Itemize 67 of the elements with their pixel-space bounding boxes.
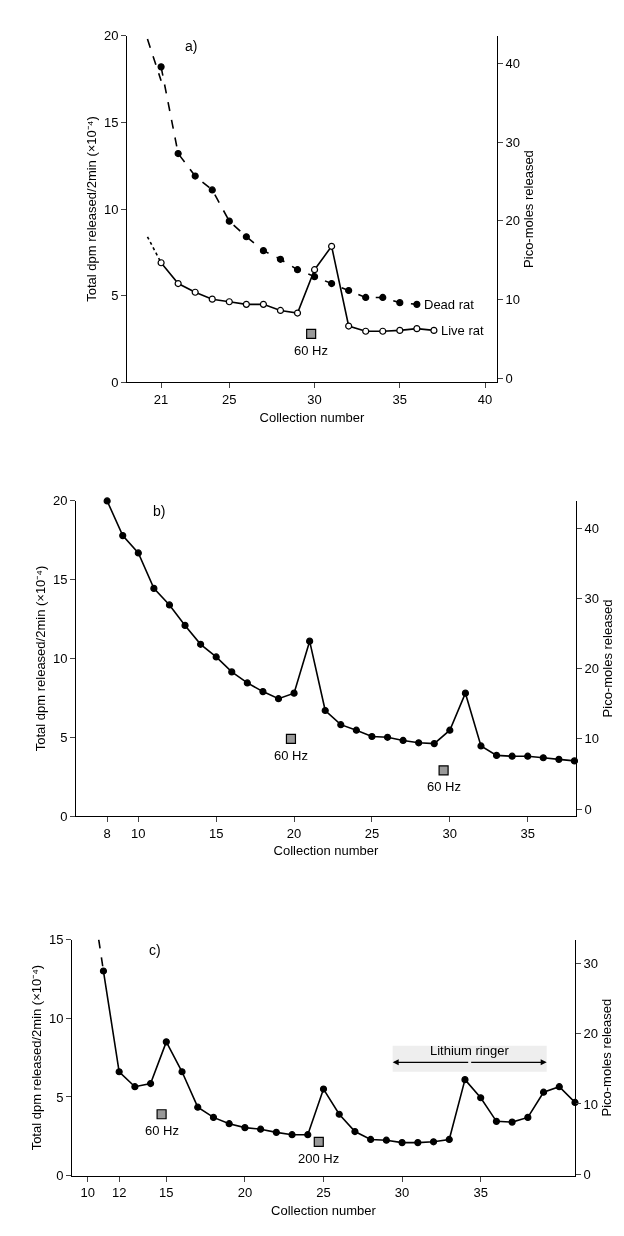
x-tick-label: 15: [208, 825, 224, 841]
y2-tick-label: 10: [583, 1096, 599, 1112]
x-tick-label: 25: [364, 825, 380, 841]
annotation: 200 Hz: [298, 1151, 340, 1166]
y2-tick-label: 20: [505, 213, 521, 229]
annotation: 60 Hz: [274, 748, 308, 763]
y2-tick-label: 0: [505, 371, 513, 386]
x-tick-label: 25: [316, 1185, 331, 1201]
y-axis-title: Total dpm released/2min (×10⁻⁴): [28, 964, 44, 1151]
x-axis-title: Collection number: [273, 843, 380, 859]
y-tick-label: 0: [60, 808, 68, 824]
x-tick-label: 20: [237, 1185, 253, 1201]
y2-tick-label: 20: [584, 661, 600, 677]
x-tick-label: 8: [103, 825, 111, 841]
chart-title: a): [185, 38, 198, 54]
x-tick-label: 15: [159, 1185, 174, 1201]
x-tick-label: 35: [520, 825, 535, 841]
annotation: 60 Hz: [294, 343, 328, 358]
x-tick-label: 30: [307, 391, 322, 407]
y2-tick-label: 30: [505, 134, 521, 150]
y2-tick-label: 20: [583, 1026, 599, 1042]
x-tick-label: 20: [286, 825, 302, 841]
x-axis-title: Collection number: [271, 1202, 377, 1218]
y2-axis-title: Pico-moles released: [598, 998, 614, 1117]
chart-title: b): [153, 503, 166, 519]
y-tick-label: 0: [56, 1168, 64, 1184]
y2-tick-label: 40: [505, 55, 521, 71]
y2-tick-label: 10: [584, 731, 600, 747]
y2-tick-label: 30: [583, 955, 599, 971]
y2-tick-label: 40: [584, 520, 600, 536]
y-axis-title: Total dpm released/2min (×10⁻⁴): [32, 565, 48, 752]
y-axis-title: Total dpm released/2min (×10⁻⁴): [83, 116, 99, 302]
y-tick-label: 15: [48, 932, 64, 948]
y2-tick-label: 10: [505, 292, 521, 308]
y-tick-label: 0: [111, 374, 119, 390]
y-tick-label: 10: [103, 201, 119, 217]
y2-axis-title: Pico-moles released: [520, 150, 536, 268]
y-tick-label: 15: [52, 572, 68, 588]
y-tick-label: 10: [52, 651, 68, 667]
x-tick-label: 30: [394, 1185, 410, 1201]
y2-tick-label: 30: [584, 591, 600, 607]
y-tick-label: 20: [103, 28, 119, 44]
y-tick-label: 20: [52, 493, 68, 509]
x-tick-label: 25: [222, 391, 237, 407]
series-label: Dead rat: [424, 297, 475, 312]
y2-tick-label: 0: [583, 1166, 591, 1182]
x-tick-label: 35: [473, 1185, 488, 1201]
y-tick-label: 5: [56, 1089, 64, 1105]
y2-tick-label: 0: [584, 801, 592, 817]
annotation: 60 Hz: [427, 779, 461, 794]
y2-axis-title: Pico-moles released: [599, 599, 615, 718]
annotation: 60 Hz: [145, 1123, 179, 1138]
y-tick-label: 5: [60, 729, 68, 745]
x-tick-label: 40: [477, 391, 493, 407]
x-tick-label: 21: [153, 391, 169, 407]
x-tick-label: 30: [442, 825, 458, 841]
chart-title: c): [149, 942, 161, 958]
band-label: Lithium ringer: [430, 1043, 510, 1058]
x-axis-title: Collection number: [259, 409, 366, 425]
series-label: Live rat: [441, 323, 485, 338]
x-tick-label: 12: [111, 1185, 127, 1201]
x-tick-label: 10: [131, 825, 146, 841]
y-tick-label: 5: [111, 288, 119, 304]
x-tick-label: 10: [80, 1185, 95, 1201]
x-tick-label: 35: [392, 391, 408, 407]
y-tick-label: 15: [103, 114, 119, 130]
y-tick-label: 10: [48, 1010, 64, 1026]
